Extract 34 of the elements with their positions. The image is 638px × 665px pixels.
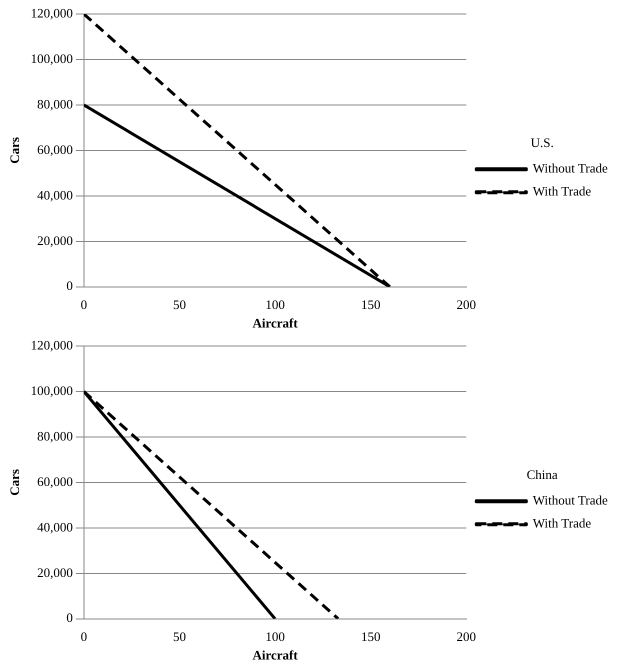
y-tick-label: 80,000 bbox=[37, 96, 73, 112]
x-tick-label: 50 bbox=[172, 629, 186, 644]
y-tick-label: 120,000 bbox=[30, 5, 73, 20]
y-tick-label: 0 bbox=[66, 610, 73, 626]
y-tick-label: 40,000 bbox=[37, 187, 73, 202]
x-tick-label: 150 bbox=[360, 629, 380, 644]
y-tick-label: 40,000 bbox=[37, 519, 73, 534]
y-tick-label: 100,000 bbox=[30, 382, 73, 398]
x-tick-label: 100 bbox=[265, 629, 285, 644]
y-tick-label: 120,000 bbox=[30, 337, 73, 352]
x-tick-label: 0 bbox=[80, 629, 88, 644]
legend-title: U.S. bbox=[530, 135, 554, 150]
y-tick-label: 60,000 bbox=[37, 142, 73, 157]
y-axis-title: Cars bbox=[7, 137, 22, 164]
legend-label: With Trade bbox=[532, 516, 592, 531]
y-tick-label: 80,000 bbox=[37, 428, 73, 444]
x-tick-label: 50 bbox=[172, 297, 186, 312]
y-tick-label: 0 bbox=[66, 278, 73, 294]
x-tick-label: 0 bbox=[80, 297, 88, 312]
x-tick-label: 150 bbox=[360, 297, 380, 312]
legend-title: China bbox=[526, 467, 558, 482]
y-tick-label: 60,000 bbox=[37, 474, 73, 489]
y-tick-label: 20,000 bbox=[37, 564, 73, 580]
x-axis-title: Aircraft bbox=[252, 316, 298, 331]
legend-label: With Trade bbox=[532, 184, 592, 199]
y-tick-label: 100,000 bbox=[30, 50, 73, 66]
y-axis-title: Cars bbox=[7, 469, 22, 496]
legend-label: Without Trade bbox=[532, 492, 608, 508]
y-tick-label: 20,000 bbox=[37, 232, 73, 248]
x-tick-label: 100 bbox=[265, 297, 285, 312]
x-tick-label: 200 bbox=[456, 297, 476, 312]
legend-label: Without Trade bbox=[532, 160, 608, 176]
x-axis-title: Aircraft bbox=[252, 648, 298, 663]
x-tick-label: 200 bbox=[456, 629, 476, 644]
